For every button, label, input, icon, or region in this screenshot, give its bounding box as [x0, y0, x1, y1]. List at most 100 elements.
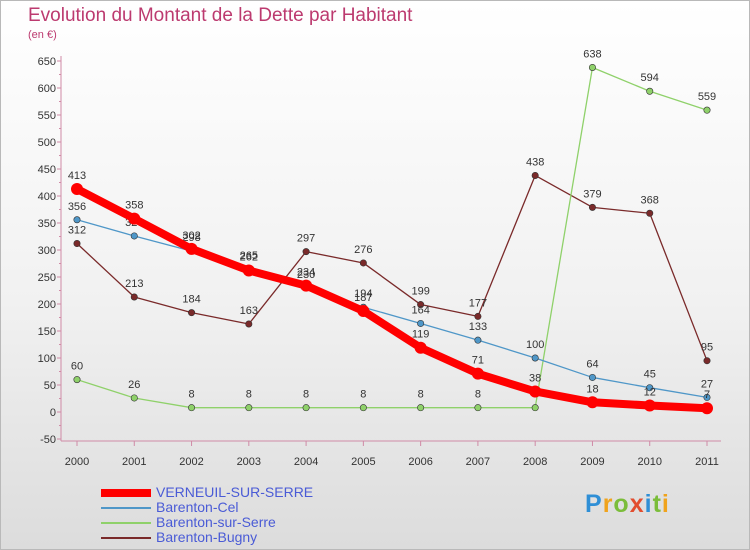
- x-tick-label: 2003: [237, 456, 261, 468]
- logo-letter: P: [585, 490, 603, 518]
- unit-label: (en €): [28, 29, 57, 41]
- data-label: 8: [360, 389, 366, 401]
- y-tick-label: 150: [38, 326, 56, 338]
- data-label: 199: [411, 286, 429, 298]
- data-point: [185, 242, 198, 255]
- data-label: 18: [586, 383, 598, 395]
- data-label: 638: [583, 48, 601, 60]
- x-tick-label: 2004: [294, 456, 318, 468]
- logo-letter: r: [602, 490, 614, 518]
- data-point: [71, 182, 83, 195]
- proxiti-logo: Proxiti: [585, 490, 670, 519]
- data-point: [359, 259, 367, 267]
- y-tick-label: 250: [38, 272, 56, 284]
- data-label: 163: [240, 305, 258, 317]
- data-point: [417, 319, 425, 327]
- data-label: 100: [526, 339, 544, 351]
- data-label: 8: [475, 389, 481, 401]
- data-point: [531, 354, 539, 362]
- data-label: 45: [644, 369, 656, 381]
- data-label: 368: [641, 194, 659, 206]
- data-label: 413: [68, 170, 86, 182]
- series-line-0: [73, 184, 711, 413]
- data-point: [586, 396, 599, 409]
- legend-swatch: [101, 489, 151, 497]
- data-point: [359, 404, 367, 412]
- data-point: [474, 336, 482, 344]
- data-point: [703, 393, 711, 401]
- data-label: 265: [240, 250, 258, 262]
- data-label: 276: [354, 244, 372, 256]
- data-label: 71: [472, 355, 484, 367]
- data-label: 379: [583, 188, 601, 200]
- data-label: 64: [586, 358, 598, 370]
- data-point: [300, 279, 313, 292]
- data-label: 356: [68, 201, 86, 213]
- data-point: [588, 203, 596, 211]
- data-label: 559: [698, 91, 716, 103]
- y-tick-label: 100: [38, 353, 56, 365]
- series-line-2: [76, 66, 708, 409]
- data-point: [643, 399, 656, 412]
- data-label: 184: [182, 294, 200, 306]
- data-point: [302, 248, 310, 256]
- legend-swatch: [101, 507, 151, 509]
- data-label: 8: [246, 389, 252, 401]
- data-label: 38: [529, 372, 541, 384]
- y-tick-label: 500: [38, 137, 56, 149]
- data-label: 230: [297, 269, 315, 281]
- y-tick-label: 50: [44, 380, 56, 392]
- data-point: [588, 63, 596, 71]
- data-point: [357, 305, 370, 318]
- data-label: 119: [412, 329, 430, 341]
- data-point: [531, 404, 539, 412]
- x-tick-label: 2007: [466, 456, 490, 468]
- legend-label: Barenton-sur-Serre: [156, 514, 276, 530]
- chart-title: Evolution du Montant de la Dette par Hab…: [28, 5, 413, 26]
- y-tick-label: 200: [38, 299, 56, 311]
- data-label: 60: [71, 361, 83, 373]
- data-point: [245, 404, 253, 412]
- data-point: [245, 320, 253, 328]
- data-point: [414, 341, 427, 354]
- data-point: [130, 232, 138, 240]
- y-tick-label: 650: [38, 56, 56, 68]
- x-tick-label: 2008: [523, 456, 547, 468]
- logo-letter: i: [644, 490, 653, 518]
- data-label: 95: [701, 342, 713, 354]
- data-label: 8: [188, 389, 194, 401]
- x-tick-label: 2010: [637, 456, 661, 468]
- y-tick-label: -50: [40, 434, 56, 446]
- x-tick-label: 2009: [580, 456, 604, 468]
- data-label: 302: [182, 230, 200, 242]
- legend-item: Barenton-Bugny: [101, 529, 361, 545]
- data-label: 8: [303, 389, 309, 401]
- data-point: [128, 212, 141, 225]
- data-label: 8: [418, 389, 424, 401]
- x-tick-label: 2001: [122, 456, 146, 468]
- x-tick-label: 2005: [351, 456, 375, 468]
- data-label: 234: [297, 267, 315, 279]
- data-point: [73, 216, 81, 224]
- data-label: 187: [354, 292, 372, 304]
- data-point: [701, 402, 713, 415]
- data-label: 133: [469, 321, 487, 333]
- data-point: [703, 106, 711, 114]
- data-point: [73, 240, 81, 248]
- legend-label: Barenton-Bugny: [156, 529, 258, 545]
- legend-item: Barenton-Cel: [101, 499, 361, 515]
- data-point: [703, 357, 711, 365]
- data-point: [646, 87, 654, 95]
- x-tick-label: 2011: [695, 456, 719, 468]
- data-point: [588, 373, 596, 381]
- y-tick-label: 450: [38, 164, 56, 176]
- y-tick-label: 400: [38, 191, 56, 203]
- logo-letter: o: [613, 490, 630, 518]
- data-point: [188, 309, 196, 317]
- x-tick-label: 2006: [408, 456, 432, 468]
- x-tick-label: 2002: [179, 456, 203, 468]
- data-label: 594: [641, 72, 659, 84]
- data-label: 213: [125, 278, 143, 290]
- data-point: [646, 209, 654, 217]
